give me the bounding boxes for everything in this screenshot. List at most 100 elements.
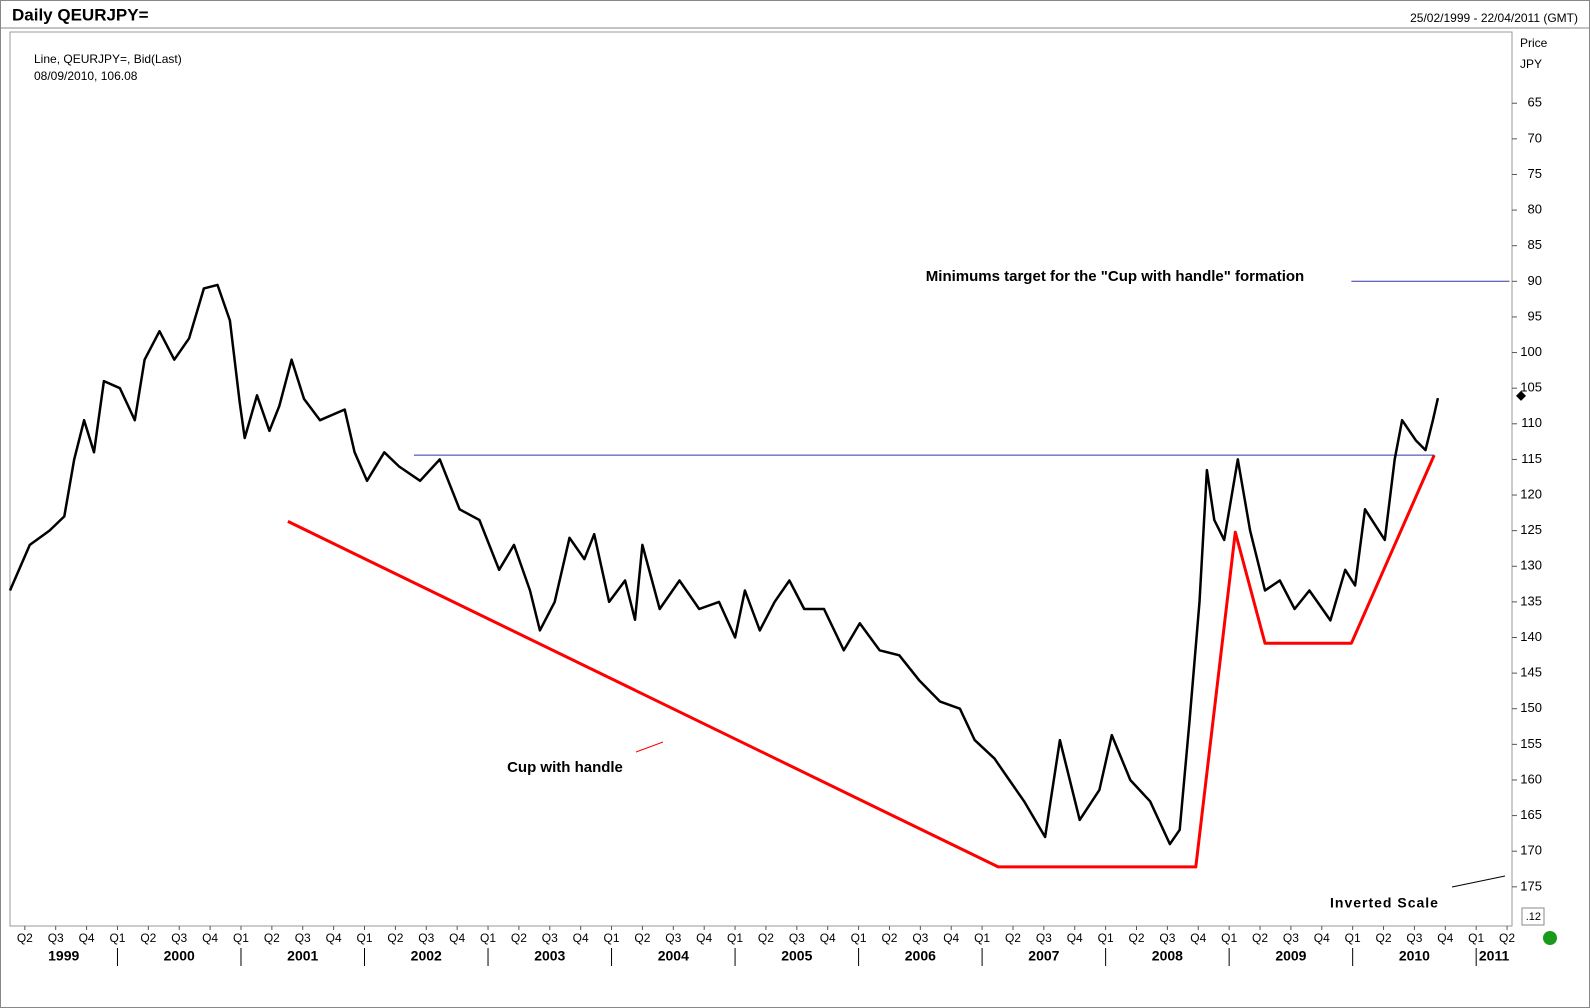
- y-tick-label: 85: [1528, 237, 1542, 252]
- year-label: 2011: [1479, 948, 1510, 964]
- x-tick-label: Q3: [912, 931, 928, 945]
- x-tick-label: Q4: [202, 931, 218, 945]
- year-label: 2002: [411, 948, 442, 964]
- x-tick-label: Q3: [1406, 931, 1422, 945]
- y-tick-label: 95: [1528, 308, 1542, 323]
- year-label: 2007: [1028, 948, 1059, 964]
- x-tick-label: Q4: [1437, 931, 1453, 945]
- x-tick-label: Q1: [1098, 931, 1114, 945]
- x-tick-label: Q2: [1005, 931, 1021, 945]
- y-tick-label: 160: [1520, 771, 1542, 786]
- x-tick-label: Q3: [1159, 931, 1175, 945]
- x-tick-label: Q2: [758, 931, 774, 945]
- annotation: Minimums target for the "Cup with handle…: [926, 268, 1304, 285]
- x-tick-label: Q4: [326, 931, 342, 945]
- x-tick-label: Q2: [634, 931, 650, 945]
- x-tick-label: Q4: [449, 931, 465, 945]
- x-tick-label: Q4: [1067, 931, 1083, 945]
- y-tick-label: 100: [1520, 344, 1542, 359]
- y-tick-label: 90: [1528, 273, 1542, 288]
- x-tick-label: Q1: [1221, 931, 1237, 945]
- x-tick-label: Q3: [171, 931, 187, 945]
- annotation: Cup with handle: [507, 759, 623, 776]
- x-tick-label: Q3: [1283, 931, 1299, 945]
- x-tick-label: Q3: [48, 931, 64, 945]
- x-tick-label: Q1: [233, 931, 249, 945]
- y-tick-label: 135: [1520, 593, 1542, 608]
- year-label: 2005: [781, 948, 812, 964]
- x-tick-label: Q2: [387, 931, 403, 945]
- x-tick-label: Q3: [295, 931, 311, 945]
- y-tick-label: 65: [1528, 95, 1542, 110]
- x-tick-label: Q3: [789, 931, 805, 945]
- year-label: 2004: [658, 948, 689, 964]
- year-label: 2001: [287, 948, 318, 964]
- x-tick-label: Q4: [79, 931, 95, 945]
- x-tick-label: Q2: [17, 931, 33, 945]
- y-axis-label: Price: [1520, 36, 1548, 50]
- x-tick-label: Q3: [1036, 931, 1052, 945]
- y-tick-label: 105: [1520, 380, 1542, 395]
- x-tick-label: Q1: [480, 931, 496, 945]
- inverted-pointer: [1451, 875, 1506, 888]
- x-tick-label: Q1: [604, 931, 620, 945]
- x-tick-label: Q2: [264, 931, 280, 945]
- y-axis-unit: JPY: [1520, 57, 1542, 71]
- chart-title: Daily QEURJPY=: [12, 5, 149, 24]
- x-tick-label: Q4: [820, 931, 836, 945]
- year-label: 2003: [534, 948, 565, 964]
- y-tick-label: 165: [1520, 807, 1542, 822]
- year-label: 2010: [1399, 948, 1430, 964]
- x-tick-label: Q2: [140, 931, 156, 945]
- plot-frame: [9, 31, 1513, 927]
- inverted-label: Inverted Scale: [1330, 895, 1439, 911]
- corner-label: .12: [1526, 911, 1541, 923]
- x-tick-label: Q4: [943, 931, 959, 945]
- x-tick-label: Q3: [665, 931, 681, 945]
- year-label: 1999: [48, 948, 79, 964]
- legend-text: Line, QEURJPY=, Bid(Last): [34, 52, 182, 66]
- y-tick-label: 175: [1520, 878, 1542, 893]
- year-label: 2000: [164, 948, 195, 964]
- year-label: 2008: [1152, 948, 1183, 964]
- year-label: 2009: [1275, 948, 1306, 964]
- y-tick-label: 110: [1521, 415, 1542, 430]
- y-tick-label: 75: [1528, 166, 1542, 181]
- y-tick-label: 125: [1520, 522, 1542, 537]
- x-tick-label: Q1: [974, 931, 990, 945]
- x-tick-label: Q2: [511, 931, 527, 945]
- cursor-marker: [1516, 390, 1526, 401]
- x-tick-label: Q2: [881, 931, 897, 945]
- y-tick-label: 140: [1520, 629, 1542, 644]
- y-tick-label: 150: [1520, 700, 1542, 715]
- x-tick-label: Q4: [1314, 931, 1330, 945]
- x-tick-label: Q2: [1499, 931, 1515, 945]
- y-tick-label: 170: [1520, 843, 1542, 858]
- x-tick-label: Q1: [356, 931, 372, 945]
- corner-box: [1521, 907, 1545, 926]
- x-tick-label: Q1: [109, 931, 125, 945]
- x-tick-label: Q1: [1468, 931, 1484, 945]
- x-tick-label: Q1: [727, 931, 743, 945]
- y-tick-label: 145: [1520, 665, 1542, 680]
- y-tick-label: 80: [1528, 202, 1542, 217]
- trend-line: [287, 454, 1436, 869]
- status-dot: [1543, 931, 1557, 945]
- x-tick-label: Q4: [696, 931, 712, 945]
- x-tick-label: Q3: [418, 931, 434, 945]
- y-tick-label: 155: [1520, 736, 1542, 751]
- x-tick-label: Q2: [1128, 931, 1144, 945]
- cursor-label: 08/09/2010, 106.08: [34, 69, 138, 83]
- annotation-pointer: [635, 741, 664, 753]
- x-tick-label: Q2: [1376, 931, 1392, 945]
- y-tick-label: 115: [1521, 451, 1542, 466]
- x-tick-label: Q1: [1345, 931, 1361, 945]
- x-tick-label: Q1: [851, 931, 867, 945]
- x-tick-label: Q4: [1190, 931, 1206, 945]
- y-tick-label: 130: [1520, 558, 1542, 573]
- x-tick-label: Q4: [573, 931, 589, 945]
- date-range: 25/02/1999 - 22/04/2011 (GMT): [1410, 11, 1578, 25]
- y-tick-label: 120: [1520, 486, 1542, 501]
